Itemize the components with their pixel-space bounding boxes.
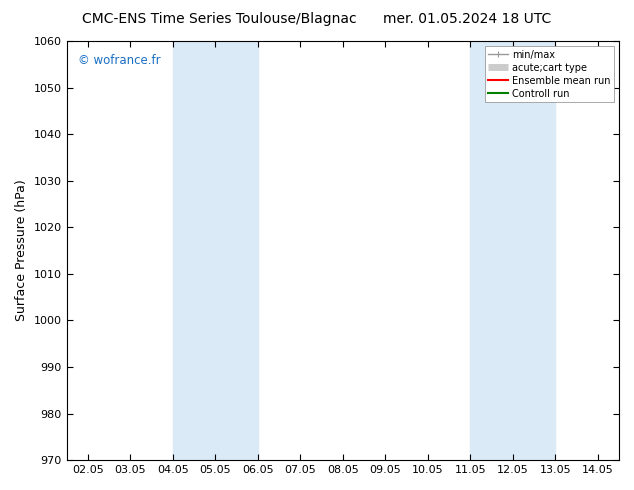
Text: © wofrance.fr: © wofrance.fr: [77, 53, 160, 67]
Bar: [173, 41, 258, 460]
Text: CMC-ENS Time Series Toulouse/Blagnac: CMC-ENS Time Series Toulouse/Blagnac: [82, 12, 357, 26]
Y-axis label: Surface Pressure (hPa): Surface Pressure (hPa): [15, 180, 28, 321]
Bar: [470, 41, 555, 460]
Text: mer. 01.05.2024 18 UTC: mer. 01.05.2024 18 UTC: [384, 12, 552, 26]
Legend: min/max, acute;cart type, Ensemble mean run, Controll run: min/max, acute;cart type, Ensemble mean …: [484, 46, 614, 102]
